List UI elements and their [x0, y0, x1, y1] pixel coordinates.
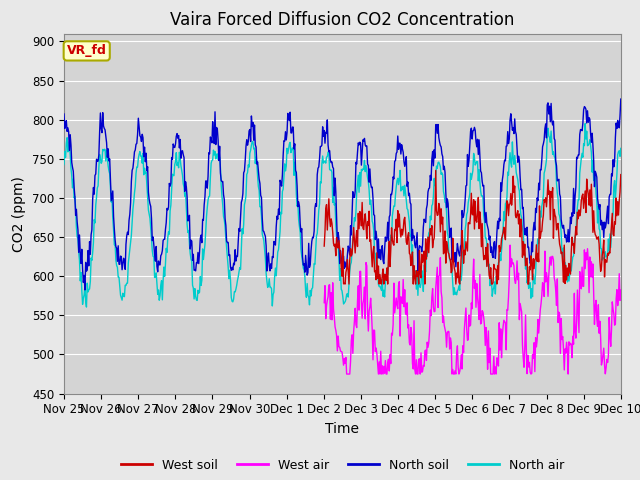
- Text: VR_fd: VR_fd: [67, 44, 107, 58]
- Title: Vaira Forced Diffusion CO2 Concentration: Vaira Forced Diffusion CO2 Concentration: [170, 11, 515, 29]
- Y-axis label: CO2 (ppm): CO2 (ppm): [12, 176, 26, 252]
- Legend: West soil, West air, North soil, North air: West soil, West air, North soil, North a…: [116, 454, 569, 477]
- X-axis label: Time: Time: [325, 422, 360, 436]
